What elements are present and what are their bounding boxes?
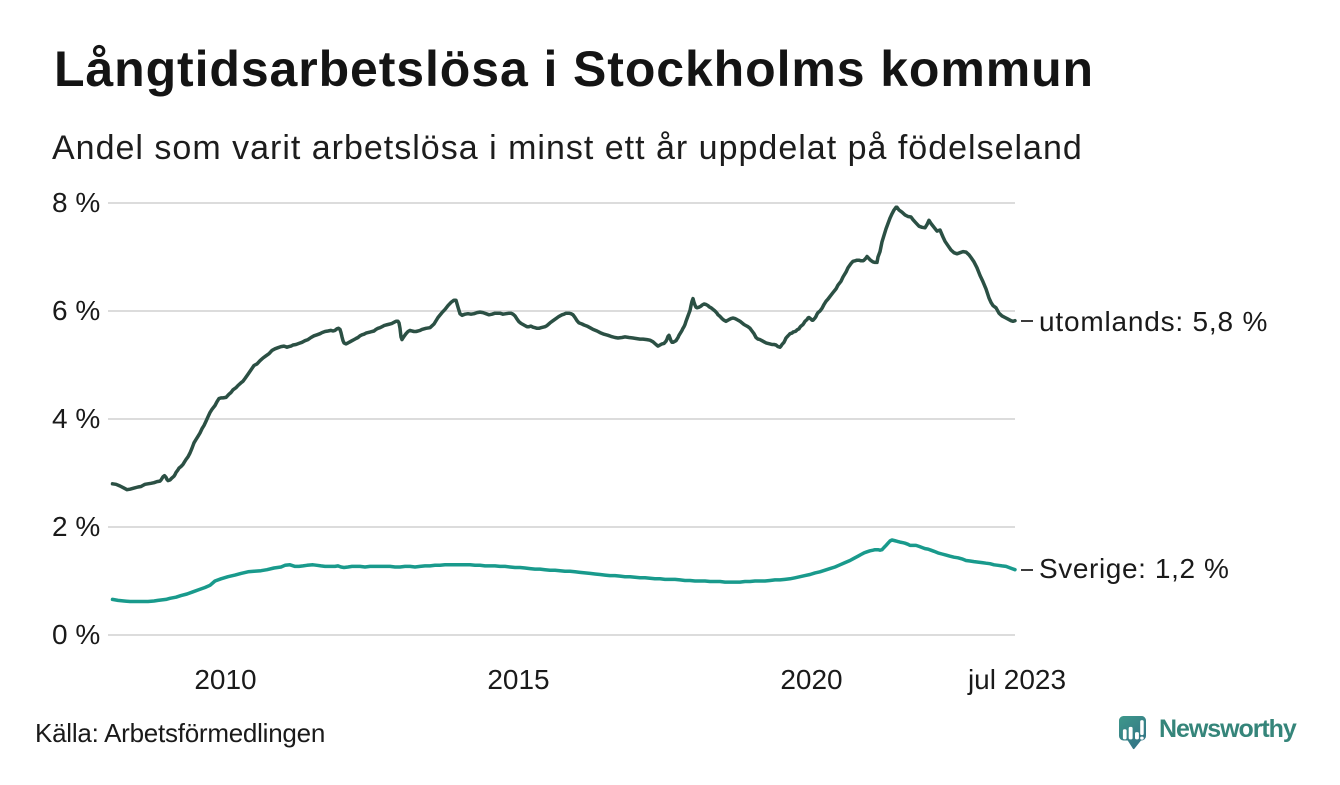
svg-text:2015: 2015 (487, 664, 549, 695)
svg-text:Sverige: 1,2 %: Sverige: 1,2 % (1039, 553, 1230, 584)
svg-text:0 %: 0 % (52, 619, 100, 650)
svg-text:4 %: 4 % (52, 403, 100, 434)
svg-text:8 %: 8 % (52, 187, 100, 218)
svg-text:Långtidsarbetslösa i Stockholm: Långtidsarbetslösa i Stockholms kommun (54, 41, 1094, 97)
svg-text:Källa: Arbetsförmedlingen: Källa: Arbetsförmedlingen (35, 718, 325, 748)
svg-text:utomlands: 5,8 %: utomlands: 5,8 % (1039, 306, 1268, 337)
svg-text:jul 2023: jul 2023 (967, 664, 1066, 695)
svg-text:6 %: 6 % (52, 295, 100, 326)
svg-text:2 %: 2 % (52, 511, 100, 542)
svg-text:2010: 2010 (194, 664, 256, 695)
svg-text:2020: 2020 (780, 664, 842, 695)
svg-text:Andel som varit arbetslösa i m: Andel som varit arbetslösa i minst ett å… (52, 129, 1083, 167)
svg-text:Newsworthy: Newsworthy (1159, 715, 1297, 743)
